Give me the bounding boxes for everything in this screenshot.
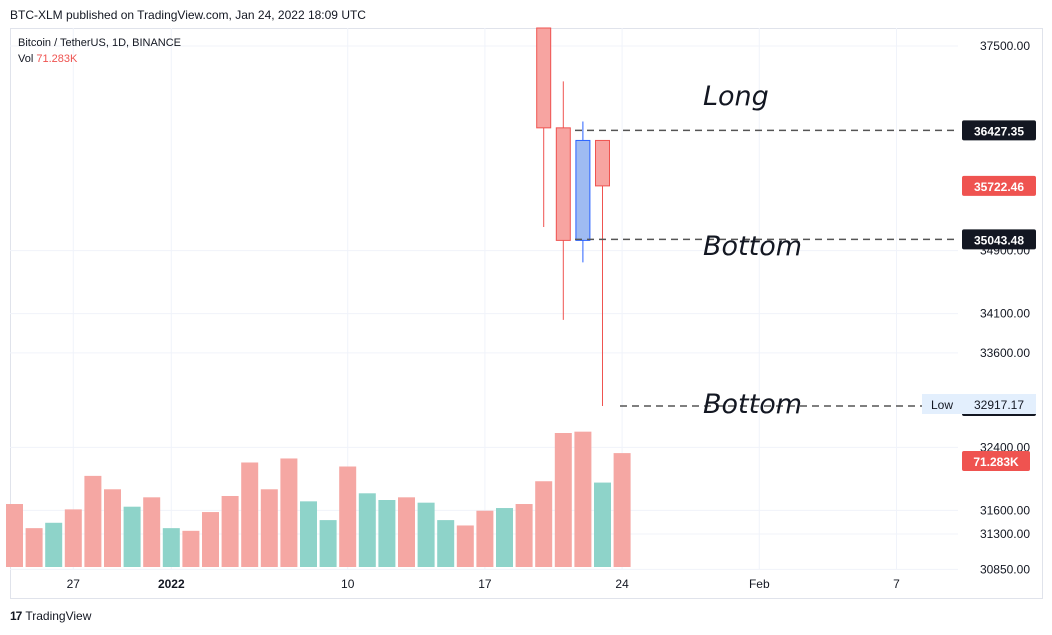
- volume-bar: [496, 508, 513, 567]
- volume-bar: [515, 504, 533, 567]
- level-axis-label-bg: [962, 120, 1036, 141]
- footer: 17 TradingView: [10, 609, 91, 623]
- candle-body: [595, 139, 610, 187]
- volume-bar: [456, 525, 474, 567]
- level-label: Long: [703, 81, 769, 112]
- volume-bar: [202, 512, 219, 567]
- last-price-label: 35722.46: [974, 180, 1024, 194]
- volume-bar: [45, 522, 63, 567]
- volume-bar: [339, 466, 357, 567]
- level-label: Bottom: [703, 389, 802, 420]
- volume-bar: [241, 462, 259, 567]
- volume-bar: [613, 453, 631, 567]
- volume-legend: Vol 71.283K: [18, 51, 181, 67]
- price-tick-label: 31300.00: [980, 527, 1030, 541]
- level-axis-label-bg: [962, 229, 1036, 250]
- time-tick-label: 17: [478, 577, 492, 591]
- time-tick-label: 10: [341, 577, 355, 591]
- volume-bar: [358, 493, 376, 567]
- price-tick-label: 30850.00: [980, 562, 1030, 576]
- volume-bar: [594, 482, 611, 567]
- volume-bar: [574, 431, 592, 567]
- volume-bar: [398, 497, 415, 567]
- candle-body: [575, 139, 591, 241]
- time-tick-label: Feb: [749, 577, 770, 591]
- tradingview-logo-icon: 17: [10, 609, 22, 623]
- volume-bar: [535, 481, 553, 567]
- footer-brand[interactable]: TradingView: [25, 609, 92, 623]
- price-tick-label: 33600.00: [980, 346, 1030, 360]
- level-label: Bottom: [703, 231, 802, 262]
- symbol-title: Bitcoin / TetherUS, 1D, BINANCE: [18, 37, 182, 49]
- volume-bar: [84, 475, 102, 567]
- price-tick-label: 34900.00: [980, 244, 1030, 258]
- price-tick-label: 37500.00: [980, 39, 1030, 53]
- price-tick-label: 34100.00: [980, 307, 1030, 321]
- time-tick-label: 24: [615, 577, 629, 591]
- volume-bar: [378, 500, 396, 567]
- volume-bar: [104, 489, 121, 567]
- volume-last-label-bg: [962, 451, 1030, 471]
- volume-last-label: 71.283K: [973, 455, 1019, 469]
- chart-legend: Bitcoin / TetherUS, 1D, BINANCE Vol 71.2…: [18, 35, 181, 67]
- low-marker-label-bg: [922, 394, 962, 414]
- volume-bar: [260, 489, 278, 567]
- volume-bar: [417, 502, 435, 567]
- volume-bar: [476, 510, 494, 567]
- volume-bar: [143, 497, 161, 567]
- volume-bar: [64, 509, 82, 567]
- price-tick-label: 32400.00: [980, 440, 1030, 454]
- volume-bar: [25, 528, 43, 567]
- low-marker-label: Low: [931, 398, 953, 412]
- volume-bar: [280, 458, 298, 567]
- volume-bar: [437, 520, 455, 567]
- low-marker-value-bg: [962, 394, 1036, 414]
- candle-body: [555, 127, 571, 241]
- price-tick-label: 31600.00: [980, 503, 1030, 517]
- volume-bar: [554, 433, 572, 567]
- volume-value: 71.283K: [36, 53, 78, 65]
- volume-bar: [300, 501, 317, 567]
- candle-body: [536, 27, 552, 129]
- time-tick-label: 7: [893, 577, 900, 591]
- time-tick-label: 27: [67, 577, 81, 591]
- volume-label: Vol: [18, 53, 34, 65]
- volume-bar: [182, 530, 200, 567]
- volume-bar: [221, 495, 239, 567]
- volume-bar: [162, 528, 180, 567]
- volume-bar: [319, 520, 337, 567]
- volume-bar: [6, 504, 23, 567]
- level-axis-label: 35043.48: [974, 233, 1024, 247]
- low-marker-value: 32917.17: [974, 398, 1024, 412]
- published-header: BTC-XLM published on TradingView.com, Ja…: [10, 8, 366, 22]
- volume-bar: [123, 506, 141, 567]
- last-price-label-bg: [962, 175, 1036, 196]
- time-tick-label: 2022: [158, 577, 185, 591]
- level-axis-label: 36427.35: [974, 124, 1024, 138]
